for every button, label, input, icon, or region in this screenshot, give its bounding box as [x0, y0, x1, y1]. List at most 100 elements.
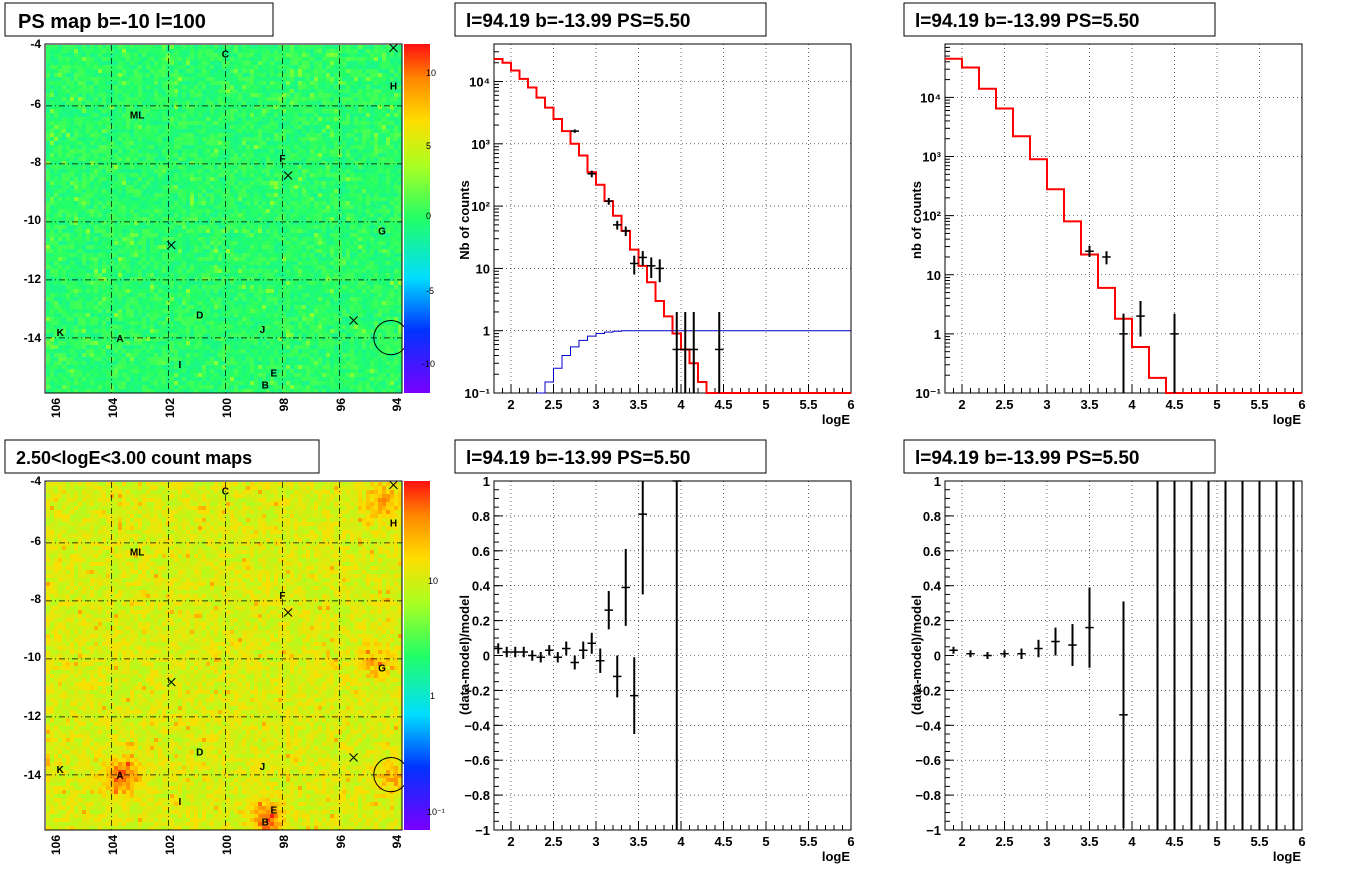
map-pixel [90, 189, 95, 194]
map-pixel [302, 185, 307, 190]
map-pixel [258, 129, 263, 134]
map-pixel [358, 129, 363, 134]
map-pixel [190, 45, 195, 50]
map-pixel [138, 77, 143, 82]
map-pixel [74, 149, 79, 154]
map-pixel [78, 149, 83, 154]
map-pixel [66, 105, 71, 110]
map-pixel [250, 65, 255, 70]
map-pixel [254, 197, 259, 202]
map-pixel [234, 129, 239, 134]
map-pixel [150, 45, 155, 50]
map-pixel [342, 193, 347, 198]
map-pixel [326, 149, 331, 154]
map-pixel [146, 165, 151, 170]
map-pixel [286, 213, 291, 218]
map-pixel [266, 153, 271, 158]
map-pixel [338, 101, 343, 106]
map-pixel [150, 57, 155, 62]
map-pixel [98, 57, 103, 62]
map-pixel [342, 173, 347, 178]
map-pixel [78, 165, 83, 170]
map-pixel [262, 61, 267, 66]
map-pixel [134, 249, 139, 254]
map-pixel [190, 213, 195, 218]
map-pixel [354, 89, 359, 94]
map-pixel [206, 113, 211, 118]
map-pixel [298, 161, 303, 166]
map-pixel [150, 245, 155, 250]
map-pixel [126, 113, 131, 118]
map-pixel [258, 157, 263, 162]
map-pixel [202, 61, 207, 66]
map-pixel [162, 265, 167, 270]
map-pixel [170, 65, 175, 70]
map-pixel [70, 113, 75, 118]
map-pixel [210, 93, 215, 98]
map-pixel [334, 105, 339, 110]
map-pixel [362, 133, 367, 138]
map-pixel [334, 233, 339, 238]
map-pixel [66, 261, 71, 266]
map-pixel [314, 253, 319, 258]
map-pixel [146, 97, 151, 102]
map-pixel [222, 225, 227, 230]
map-pixel [134, 117, 139, 122]
map-pixel [382, 97, 387, 102]
map-pixel [90, 253, 95, 258]
map-pixel [54, 61, 59, 66]
map-pixel [62, 105, 67, 110]
map-pixel [98, 73, 103, 78]
map-pixel [146, 149, 151, 154]
map-pixel [258, 153, 263, 158]
map-pixel [378, 109, 383, 114]
map-pixel [210, 137, 215, 142]
map-pixel [326, 233, 331, 238]
map-pixel [174, 257, 179, 262]
map-pixel [306, 245, 311, 250]
map-pixel [234, 173, 239, 178]
map-pixel [354, 221, 359, 226]
map-pixel [262, 265, 267, 270]
map-pixel [198, 53, 203, 58]
map-pixel [238, 201, 243, 206]
map-pixel [98, 113, 103, 118]
map-pixel [202, 205, 207, 210]
map-pixel [262, 121, 267, 126]
map-pixel [54, 53, 59, 58]
map-pixel [374, 117, 379, 122]
map-pixel [150, 213, 155, 218]
map-pixel [70, 177, 75, 182]
map-pixel [254, 201, 259, 206]
map-pixel [382, 257, 387, 262]
map-pixel [302, 61, 307, 66]
map-pixel [234, 257, 239, 262]
map-pixel [374, 105, 379, 110]
map-pixel [254, 173, 259, 178]
map-pixel [302, 153, 307, 158]
map-pixel [274, 125, 279, 130]
map-pixel [90, 225, 95, 230]
map-pixel [150, 81, 155, 86]
map-pixel [394, 197, 399, 202]
map-pixel [398, 197, 403, 202]
map-pixel [102, 201, 107, 206]
map-pixel [54, 201, 59, 206]
map-pixel [290, 193, 295, 198]
map-pixel [378, 157, 383, 162]
map-pixel [246, 89, 251, 94]
map-pixel [386, 97, 391, 102]
map-pixel [82, 161, 87, 166]
map-pixel [374, 237, 379, 242]
map-pixel [162, 149, 167, 154]
map-pixel [306, 129, 311, 134]
map-pixel [226, 49, 231, 54]
map-pixel [178, 181, 183, 186]
map-pixel [214, 225, 219, 230]
map-pixel [194, 229, 199, 234]
map-pixel [62, 201, 67, 206]
map-pixel [198, 57, 203, 62]
map-pixel [362, 201, 367, 206]
map-pixel [302, 45, 307, 50]
map-pixel [226, 97, 231, 102]
